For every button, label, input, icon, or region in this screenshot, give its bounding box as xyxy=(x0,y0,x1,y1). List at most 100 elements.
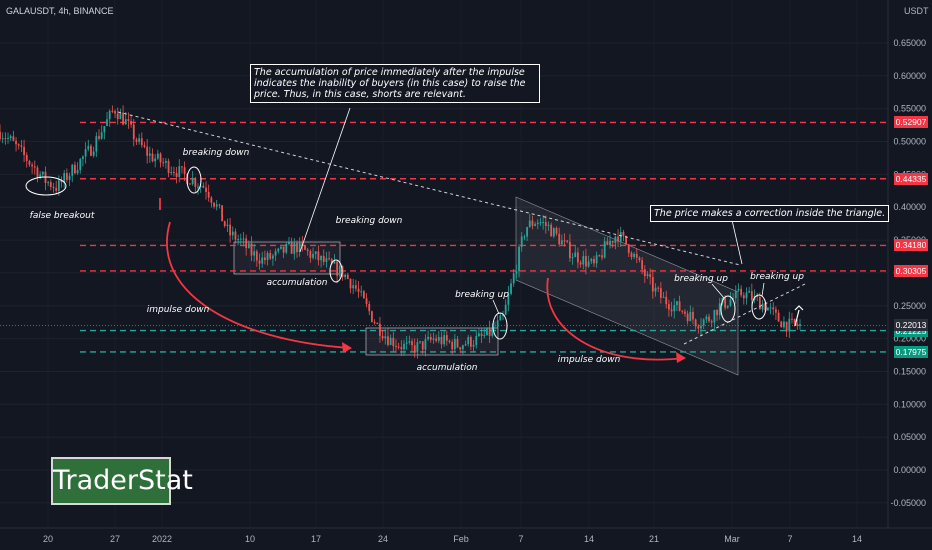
candle-body xyxy=(772,307,775,310)
candle-body xyxy=(611,241,614,243)
y-tick-label: 0.00000 xyxy=(893,465,926,475)
candle-body xyxy=(33,166,36,168)
candle-body xyxy=(175,173,178,177)
candle-body xyxy=(263,257,266,261)
candle-body xyxy=(764,303,767,311)
breaking-up-ellipse-1 xyxy=(492,312,508,340)
candle-body xyxy=(432,338,435,340)
candle-body xyxy=(716,309,718,316)
candle-body xyxy=(218,204,221,206)
candle-body xyxy=(76,170,79,174)
level-price-tag: 0.52907 xyxy=(894,116,928,129)
candle-body xyxy=(215,204,218,207)
candle-body xyxy=(4,138,7,140)
candle-body xyxy=(577,252,579,263)
candle-body xyxy=(718,303,721,316)
candle-body xyxy=(344,274,347,278)
candle-body xyxy=(630,252,633,258)
candle-body xyxy=(435,338,438,341)
candle-body xyxy=(317,251,320,261)
candle-body xyxy=(90,145,92,156)
candle-body xyxy=(231,231,234,236)
note-pointer-1 xyxy=(299,107,351,253)
candle-body xyxy=(783,321,785,328)
breaking-up-pointer-3 xyxy=(761,282,765,297)
candle-body xyxy=(451,341,454,350)
x-tick-label: 7 xyxy=(787,534,792,544)
candle-body xyxy=(568,241,571,259)
candle-body xyxy=(272,255,274,259)
candle-body xyxy=(237,239,240,241)
time-axis[interactable]: 20 27 2022 10 17 24 Feb 7 14 21 Mar 7 14 xyxy=(0,527,932,544)
candle-body xyxy=(443,335,446,345)
candle-body xyxy=(23,146,25,155)
candle-body xyxy=(673,305,676,312)
candle-body xyxy=(400,347,403,350)
candle-body xyxy=(601,255,603,258)
annotation-label: impulse down xyxy=(147,305,210,315)
candle-body xyxy=(791,318,793,320)
candle-body xyxy=(395,346,397,348)
candle-body xyxy=(413,345,416,353)
candle-body xyxy=(55,187,58,191)
candle-body xyxy=(419,341,421,343)
candle-body xyxy=(15,140,17,145)
candle-body xyxy=(41,171,44,175)
candle-body xyxy=(552,228,555,237)
impulse-arrow-2-head xyxy=(676,352,686,363)
candle-body xyxy=(676,301,678,306)
candle-body xyxy=(609,241,611,246)
candle-body xyxy=(290,242,293,254)
current-price-tag: 0.22013 xyxy=(894,319,928,332)
candle-body xyxy=(427,336,429,340)
candle-body xyxy=(322,255,325,262)
candle-body xyxy=(729,299,732,306)
candle-body xyxy=(403,343,405,350)
candle-body xyxy=(282,246,285,253)
candle-body xyxy=(777,312,780,322)
candle-body xyxy=(261,257,264,264)
candle-body xyxy=(748,291,751,293)
candle-body xyxy=(593,259,595,264)
candle-body xyxy=(381,335,384,339)
candle-body xyxy=(579,262,582,265)
candle-body xyxy=(622,232,625,236)
candle-body xyxy=(724,298,726,308)
candle-body xyxy=(453,339,456,350)
candle-body xyxy=(646,274,649,277)
candle-body xyxy=(411,341,413,346)
candle-body xyxy=(82,156,84,160)
candle-body xyxy=(349,278,352,289)
candle-body xyxy=(7,137,9,139)
y-tick-label: 0.65000 xyxy=(893,38,926,48)
y-tick-label: -0.05000 xyxy=(890,498,926,508)
candle-body xyxy=(181,166,183,168)
candle-body xyxy=(156,153,159,159)
impulse-arrow-1 xyxy=(166,221,351,349)
candle-body xyxy=(627,244,630,253)
candle-body xyxy=(346,274,349,279)
symbol-label: GALAUSDT, 4h, BINANCE xyxy=(6,6,114,16)
candle-body xyxy=(732,298,735,300)
candle-body xyxy=(368,303,371,312)
candle-body xyxy=(194,178,197,187)
candle-body xyxy=(512,273,515,284)
candle-body xyxy=(47,182,50,184)
candle-body xyxy=(651,277,654,292)
candle-body xyxy=(36,167,39,178)
candle-body xyxy=(52,187,55,189)
candle-body xyxy=(478,333,480,337)
candle-body xyxy=(229,224,232,236)
annotation-label: accumulation xyxy=(267,278,328,288)
candle-body xyxy=(686,313,689,322)
candle-body xyxy=(146,146,149,156)
candle-body xyxy=(769,307,772,309)
candle-body xyxy=(641,260,644,270)
candle-body xyxy=(119,112,122,120)
candle-body xyxy=(301,241,304,246)
candle-body xyxy=(595,255,598,264)
candle-body xyxy=(298,241,301,253)
candle-body xyxy=(258,260,261,264)
candle-body xyxy=(266,253,269,261)
